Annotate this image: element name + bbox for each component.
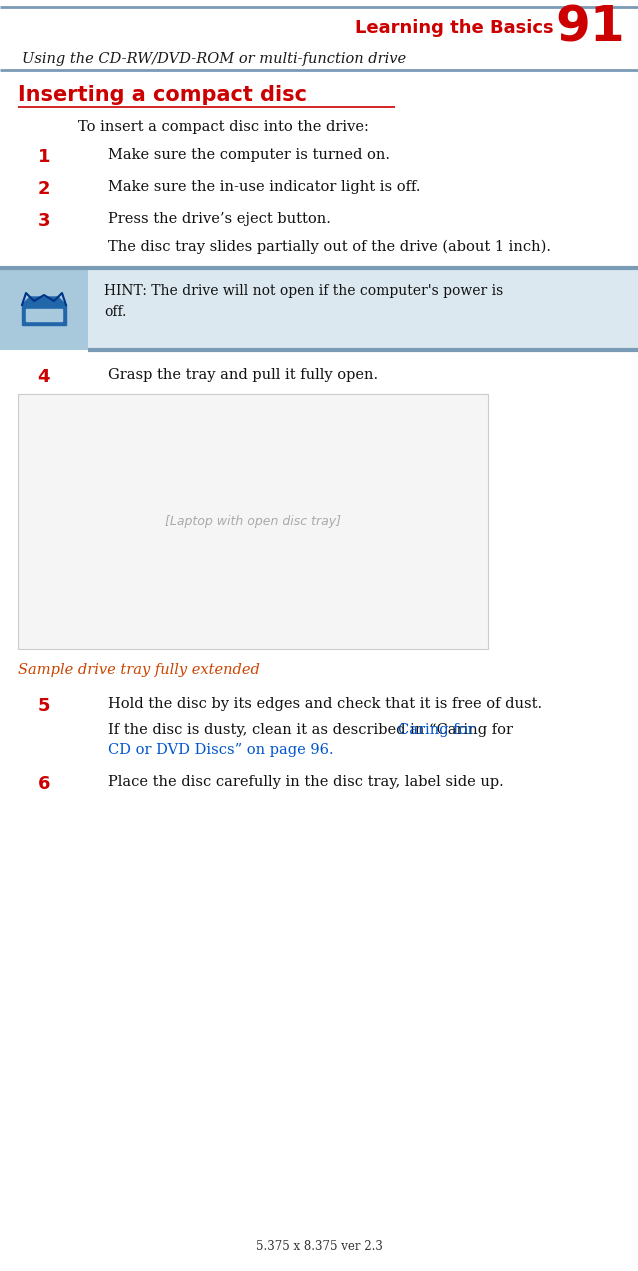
Text: 3: 3 (38, 212, 50, 230)
Text: 6: 6 (38, 775, 50, 793)
Polygon shape (26, 309, 62, 322)
Text: The disc tray slides partially out of the drive (about 1 inch).: The disc tray slides partially out of th… (108, 240, 551, 254)
Text: Make sure the in-use indicator light is off.: Make sure the in-use indicator light is … (108, 180, 420, 194)
Text: Grasp the tray and pull it fully open.: Grasp the tray and pull it fully open. (108, 369, 378, 383)
Text: HINT: The drive will not open if the computer's power is: HINT: The drive will not open if the com… (104, 283, 503, 297)
Text: Caring for: Caring for (398, 723, 475, 737)
Text: 1: 1 (38, 147, 50, 167)
Text: If the disc is dusty, clean it as described in “Caring for: If the disc is dusty, clean it as descri… (108, 723, 513, 737)
Text: Make sure the computer is turned on.: Make sure the computer is turned on. (108, 147, 390, 161)
Polygon shape (22, 297, 66, 305)
Text: 4: 4 (38, 369, 50, 386)
Text: 5: 5 (38, 697, 50, 716)
Text: Place the disc carefully in the disc tray, label side up.: Place the disc carefully in the disc tra… (108, 775, 504, 789)
Bar (0, 268, 88, 350)
Text: To insert a compact disc into the drive:: To insert a compact disc into the drive: (78, 119, 369, 133)
Text: CD or DVD Discs” on page 96.: CD or DVD Discs” on page 96. (108, 744, 334, 758)
Text: [Laptop with open disc tray]: [Laptop with open disc tray] (165, 515, 341, 527)
Text: Using the CD-RW/DVD-ROM or multi-function drive: Using the CD-RW/DVD-ROM or multi-functio… (22, 52, 406, 66)
Text: Learning the Basics: Learning the Basics (355, 19, 554, 37)
Text: off.: off. (104, 305, 126, 319)
Bar (0, 268, 638, 350)
Text: 5.375 x 8.375 ver 2.3: 5.375 x 8.375 ver 2.3 (256, 1240, 382, 1253)
Bar (18, 394, 488, 649)
Text: Sample drive tray fully extended: Sample drive tray fully extended (18, 663, 260, 677)
Polygon shape (22, 305, 66, 325)
Text: 2: 2 (38, 180, 50, 198)
Text: Hold the disc by its edges and check that it is free of dust.: Hold the disc by its edges and check tha… (108, 697, 542, 710)
Text: Inserting a compact disc: Inserting a compact disc (18, 85, 307, 105)
Text: Press the drive’s eject button.: Press the drive’s eject button. (108, 212, 331, 226)
Text: 91: 91 (555, 4, 625, 52)
